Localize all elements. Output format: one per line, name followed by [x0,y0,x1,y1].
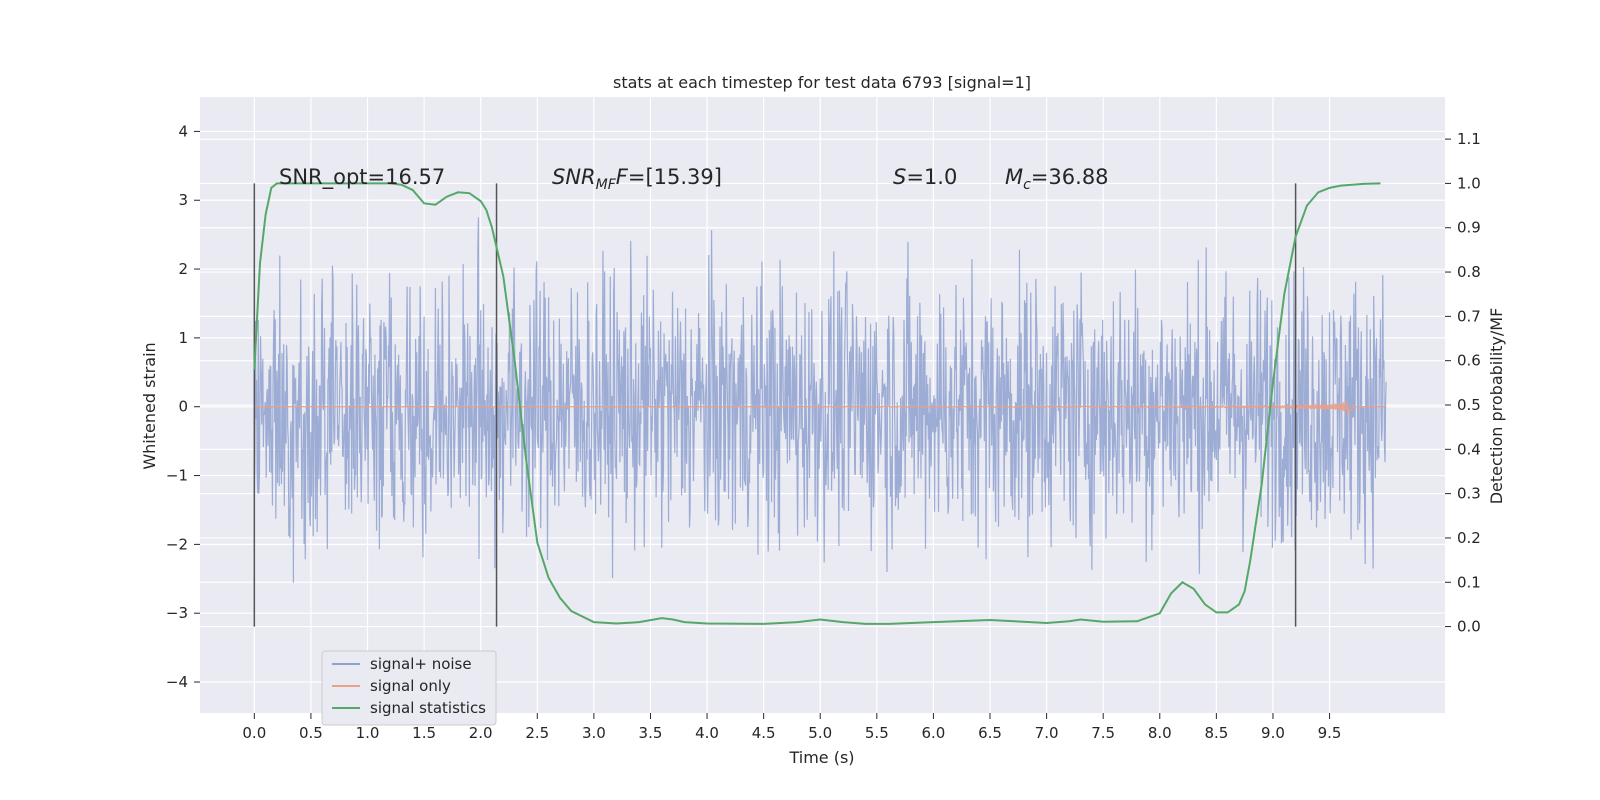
x-tick-label: 4.5 [752,724,776,742]
snr-mf-annotation: SNRMFF=[15.39] [552,165,722,193]
legend: signal+ noise signal only signal statist… [321,650,497,726]
x-tick-label: 2.5 [525,724,549,742]
legend-label-signal-statistics: signal statistics [370,699,486,717]
x-tick-label: 8.0 [1148,724,1172,742]
x-tick-label: 5.0 [808,724,832,742]
x-tick-label: 3.5 [639,724,663,742]
snr-opt-annotation: SNR_opt=16.57 [279,165,445,190]
right-y-tick-label: 0.3 [1457,485,1481,503]
right-y-axis-label: Detection probability/MF [1487,308,1506,505]
legend-label-signal-only: signal only [370,677,451,695]
mc-value: =36.88 [1031,165,1109,189]
signal-only-series [254,400,1387,417]
x-tick-label: 0.0 [242,724,266,742]
chart-title: stats at each timestep for test data 679… [613,73,1031,92]
right-y-tick-label: 0.1 [1457,573,1481,591]
x-tick-label: 7.5 [1091,724,1115,742]
right-y-tick-label: 0.7 [1457,307,1481,325]
signal-plus-noise-series [253,217,1387,583]
x-tick-label: 6.5 [978,724,1002,742]
x-tick-label: 1.5 [412,724,436,742]
window-boundaries [253,183,1297,627]
legend-box [321,650,497,726]
x-tick-label: 9.5 [1318,724,1342,742]
x-tick-label: 9.0 [1261,724,1285,742]
y-tick-label: 1 [178,329,188,347]
x-axis-ticks: 0.0 0.5 1.0 1.5 2.0 2.5 3.0 3.5 4.0 4.5 5.0 5.5 6.0 6… [242,713,1341,742]
y-tick-label: 2 [178,260,188,278]
right-y-tick-label: 0.5 [1457,396,1481,414]
y-tick-label: 3 [178,191,188,209]
right-y-tick-label: 0.6 [1457,352,1481,370]
right-y-tick-label: 0.8 [1457,263,1481,281]
x-tick-label: 0.5 [299,724,323,742]
x-tick-label: 3.0 [582,724,606,742]
right-y-tick-label: 0.2 [1457,529,1481,547]
y-axis-ticks: 4 3 2 1 0 −1 −2 −3 −4 [166,122,200,691]
right-y-tick-label: 0.4 [1457,440,1481,458]
x-tick-label: 5.5 [865,724,889,742]
right-y-tick-label: 0.9 [1457,219,1481,237]
x-tick-label: 2.0 [469,724,493,742]
x-axis-label: Time (s) [788,748,854,767]
y-tick-label: −4 [166,673,188,691]
signal-statistics-line [253,182,1381,625]
y-axis-label: Whitened strain [140,342,159,469]
mc-annotation: Mc=36.88 [1005,165,1109,193]
y-tick-label: 4 [178,122,188,140]
y-tick-label: 0 [178,398,188,416]
s-value: =1.0 [906,165,957,189]
snr-mf-value: =[15.39] [628,165,722,189]
signal-plus-noise-line [253,217,1387,583]
x-tick-label: 7.0 [1035,724,1059,742]
x-tick-label: 1.0 [356,724,380,742]
legend-label-signal-noise: signal+ noise [370,655,472,673]
right-y-tick-label: 1.0 [1457,174,1481,192]
y-tick-label: −3 [166,604,188,622]
signal-only-line [254,400,1387,417]
s-annotation: S=1.0 [893,165,957,189]
y-tick-label: −1 [166,467,188,485]
right-y-tick-label: 1.1 [1457,130,1481,148]
x-tick-label: 4.0 [695,724,719,742]
x-tick-label: 6.0 [921,724,945,742]
signal-statistics-series [253,182,1381,625]
x-tick-label: 8.5 [1204,724,1228,742]
y-tick-label: −2 [166,535,188,553]
right-y-axis-ticks: 1.1 1.0 0.9 0.8 0.7 0.6 0.5 0.4 0.3 0.2 0.1 0.0 [1445,130,1481,636]
right-y-tick-label: 0.0 [1457,618,1481,636]
